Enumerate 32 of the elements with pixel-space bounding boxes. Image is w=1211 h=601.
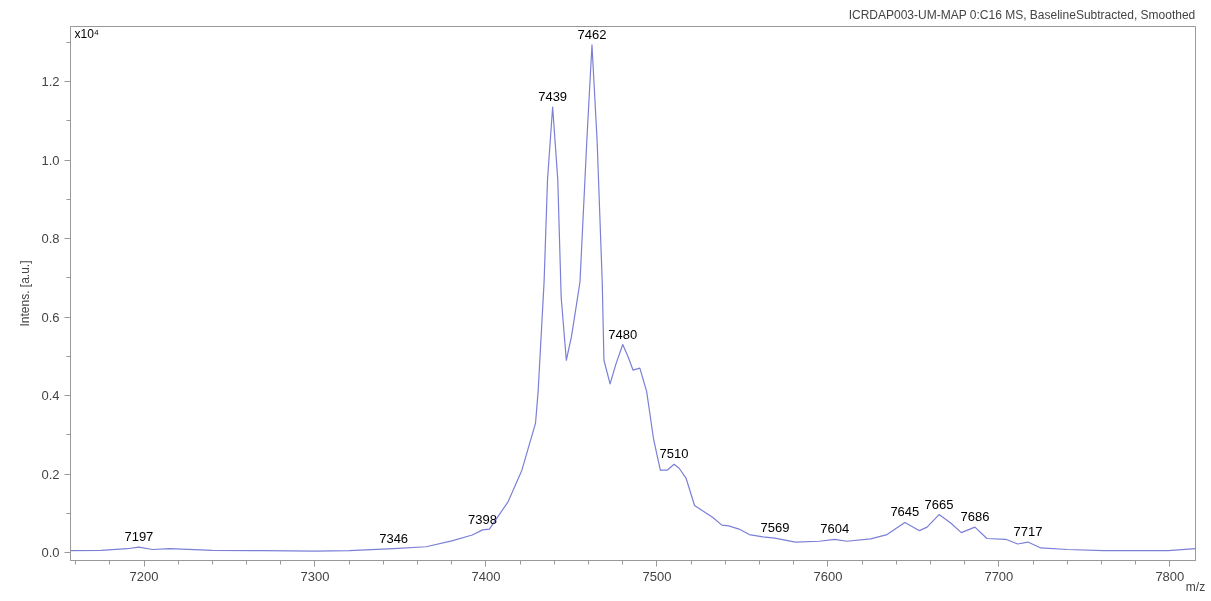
annotation: 7398 xyxy=(468,511,498,527)
y-tick-label: 1.0 xyxy=(41,152,60,168)
annotation: 7665 xyxy=(924,496,954,512)
y-tick-label: 0.4 xyxy=(41,388,60,404)
annotation: 7645 xyxy=(890,504,920,520)
x-axis-title: m/z xyxy=(1185,579,1206,594)
chart-title: ICRDAP003-UM-MAP 0:C16 MS, BaselineSubtracted, Smoothed xyxy=(848,7,1196,22)
y-tick-label: 0.6 xyxy=(41,309,60,325)
annotation: 7462 xyxy=(577,26,607,42)
y-axis-title: Intens. [a.u.] xyxy=(18,260,33,327)
annotation: x10⁴ xyxy=(74,26,100,41)
y-tick-label: 1.2 xyxy=(41,73,60,89)
annotation: 7439 xyxy=(538,88,568,104)
annotation: 7686 xyxy=(960,509,990,525)
x-tick-label: 7200 xyxy=(129,568,159,584)
annotation: 7510 xyxy=(659,446,689,462)
y-tick-label: 0.8 xyxy=(41,231,60,247)
annotation: 7569 xyxy=(760,520,790,536)
y-tick-label: 0.2 xyxy=(41,466,60,482)
line-series xyxy=(70,44,1196,552)
x-tick-label: 7600 xyxy=(813,568,843,584)
annotation: 7604 xyxy=(820,521,850,537)
annotation: 7346 xyxy=(379,530,409,546)
x-tick-label: 7300 xyxy=(300,568,330,584)
x-tick-label: 7400 xyxy=(471,568,501,584)
x-tick-label: 7700 xyxy=(984,568,1014,584)
x-tick-label: 7800 xyxy=(1155,568,1185,584)
annotation: 7197 xyxy=(124,529,154,545)
x-tick-label: 7500 xyxy=(642,568,672,584)
annotation: 7717 xyxy=(1013,524,1043,540)
annotation: 7480 xyxy=(608,326,638,342)
y-tick-label: 0.0 xyxy=(41,545,60,561)
